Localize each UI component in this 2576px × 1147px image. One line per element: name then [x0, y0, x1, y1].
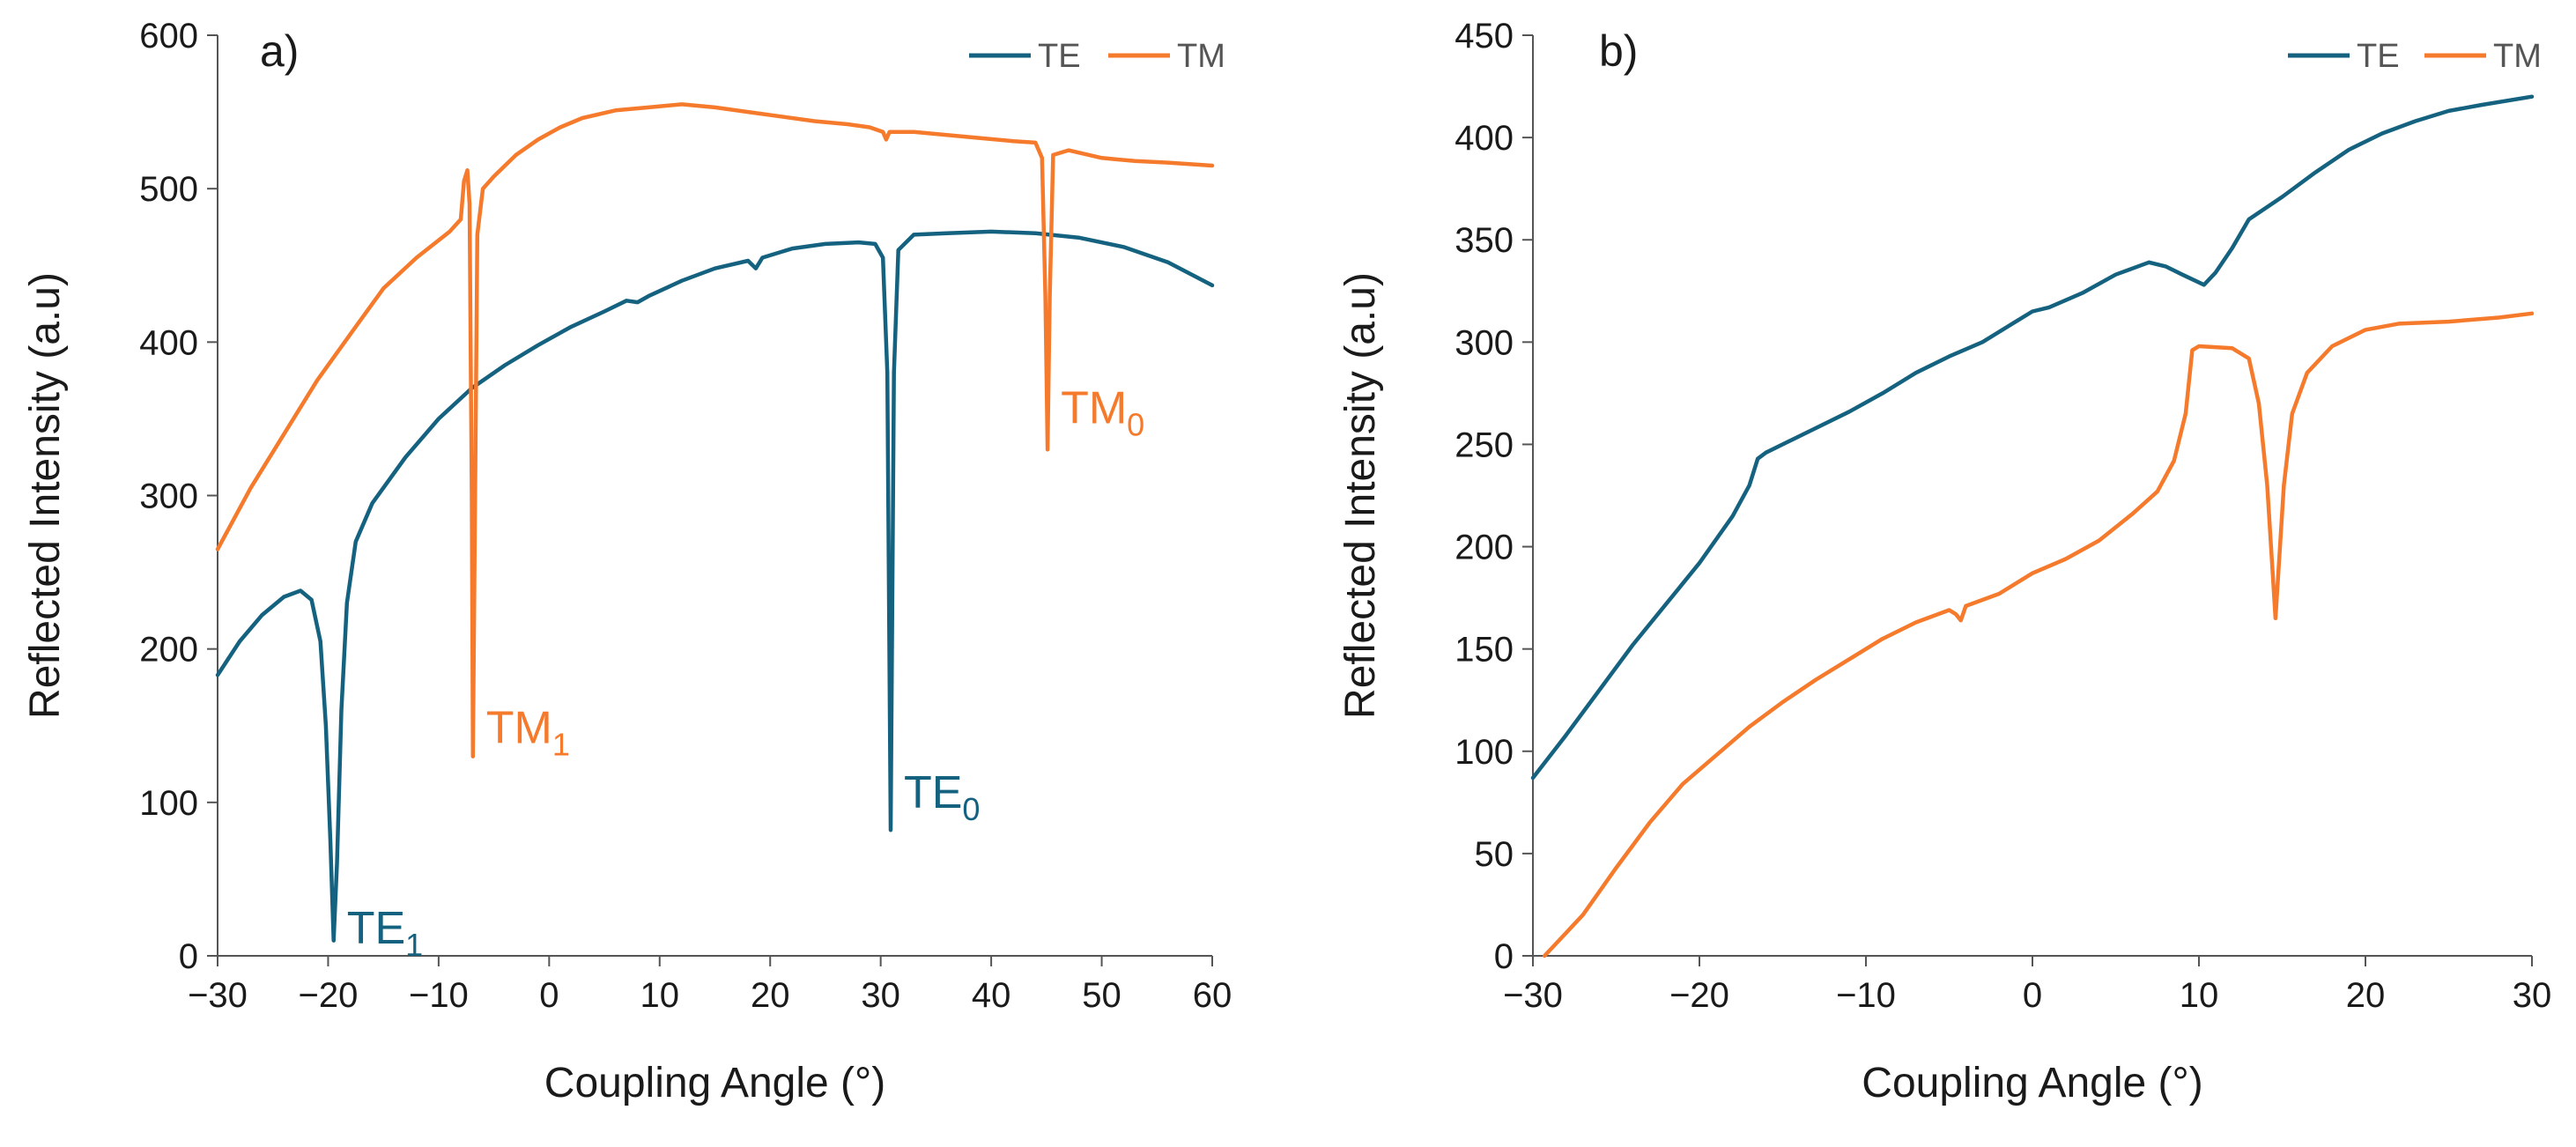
panel-a-annotation-te0: TE0 — [904, 767, 980, 827]
panel-a-y-tick-label: 400 — [139, 323, 198, 362]
panel-b-legend-label-tm: TM — [2493, 38, 2542, 75]
panel-a-x-tick-label: 60 — [1193, 976, 1232, 1015]
panel-b-y-tick-label: 150 — [1455, 631, 1514, 670]
panel-a-y-tick-label: 0 — [179, 937, 198, 976]
panel-a-x-tick-label: −20 — [299, 976, 359, 1015]
panel-a-series-tm — [215, 102, 1215, 758]
panel-a-legend-label-tm: TM — [1177, 38, 1225, 75]
panel-a-panel-label: a) — [260, 26, 299, 76]
panel-b-x-tick-label: 20 — [2346, 976, 2386, 1015]
panel-a-x-tick-label: 10 — [640, 976, 680, 1015]
panel-a-annotation-te1: TE1 — [347, 903, 423, 963]
panel-b-y-tick-label: 0 — [1494, 937, 1514, 976]
panel-a-series-te — [215, 229, 1215, 943]
panel-b-x-tick-label: −20 — [1669, 976, 1729, 1015]
panel-b-y-tick-label: 200 — [1455, 529, 1514, 567]
panel-b-y-axis-title: Reflected Intensity (a.u) — [1337, 272, 1384, 719]
panel-b-x-tick-label: −10 — [1836, 976, 1896, 1015]
panel-b-x-tick-label: 30 — [2513, 976, 2552, 1015]
panel-b-legend-label-te: TE — [2357, 38, 2400, 75]
panel-a-x-tick-label: −30 — [188, 976, 248, 1015]
panel-a-y-tick-label: 100 — [139, 784, 198, 823]
panel-a-y-tick-label: 200 — [139, 631, 198, 670]
panel-b-series-te — [1530, 94, 2535, 781]
panel-a-x-tick-label: 40 — [972, 976, 1011, 1015]
panel-b-panel-label: b) — [1599, 26, 1638, 76]
panel-b-group: 0 50 100 150 200 250 300 350 400 450 −30 −20 −10 0 10 2… — [1337, 17, 2551, 1106]
panel-b-x-tick-label: −30 — [1503, 976, 1563, 1015]
panel-b-y-tick-label: 100 — [1455, 733, 1514, 772]
panel-b-y-tick-label: 300 — [1455, 323, 1514, 362]
panel-a-legend: TE TM — [969, 38, 1225, 75]
panel-a-y-tick-label: 500 — [139, 170, 198, 209]
panel-a-x-tick-label: 50 — [1082, 976, 1121, 1015]
panel-a-x-axis-title: Coupling Angle (°) — [544, 1060, 885, 1106]
panel-b-legend: TE TM — [2288, 38, 2542, 75]
panel-a-x-tick-label: −10 — [409, 976, 469, 1015]
panel-b-x-tick-label: 10 — [2180, 976, 2219, 1015]
panel-b-y-tick-label: 350 — [1455, 221, 1514, 260]
panel-a-y-tick-label: 300 — [139, 477, 198, 516]
panel-b-y-tick-label: 250 — [1455, 426, 1514, 464]
panel-a-y-axis-title: Reflected Intensity (a.u) — [22, 272, 69, 719]
panel-a-legend-label-te: TE — [1038, 38, 1081, 75]
panel-b-series-tm — [1542, 311, 2535, 958]
panel-b-x-tick-label: 0 — [2023, 976, 2042, 1015]
panel-a-y-tick-label: 600 — [139, 17, 198, 56]
panel-a-x-tick-label: 20 — [751, 976, 790, 1015]
panel-a-group: 0 100 200 300 400 500 600 −30 −20 −10 0 10 20 30 40 50 6… — [22, 17, 1232, 1106]
panel-a-x-tick-label: 0 — [539, 976, 559, 1015]
panel-a-annotation-tm1: TM1 — [486, 703, 570, 763]
panel-b-y-tick-label: 450 — [1455, 17, 1514, 56]
panel-b-y-tick-label: 400 — [1455, 119, 1514, 158]
panel-b-x-axis-title: Coupling Angle (°) — [1862, 1060, 2202, 1106]
panel-a-x-tick-label: 30 — [861, 976, 900, 1015]
panel-b-y-tick-label: 50 — [1475, 835, 1514, 874]
panel-a-annotation-tm0: TM0 — [1061, 382, 1144, 442]
